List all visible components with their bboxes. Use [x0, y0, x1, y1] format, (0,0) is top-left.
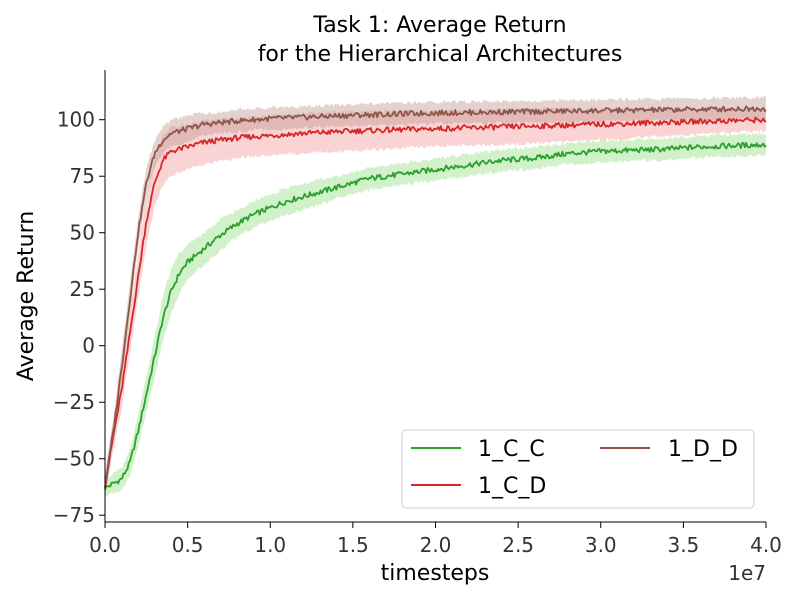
- x-tick-label: 2.5: [502, 533, 534, 557]
- legend-label-1-c-d: 1_C_D: [478, 474, 546, 499]
- x-tick-label: 3.5: [667, 533, 699, 557]
- legend-label-1-c-c: 1_C_C: [478, 437, 545, 462]
- x-axis-ticks: 0.0 0.5 1.0 1.5 2.0 2.5 3.0 3.5 4.0: [89, 522, 782, 557]
- band-1-d-d: [105, 95, 766, 496]
- x-axis-offset-label: 1e7: [728, 561, 766, 585]
- y-axis-label: Average Return: [14, 211, 39, 381]
- series-line-1-d-d: [104, 105, 767, 488]
- confidence-bands: [105, 95, 766, 498]
- y-tick-label: −25: [53, 390, 95, 414]
- x-tick-label: 4.0: [750, 533, 782, 557]
- y-tick-label: −50: [53, 447, 95, 471]
- x-tick-label: 2.0: [420, 533, 452, 557]
- x-tick-label: 0.0: [89, 533, 121, 557]
- y-tick-label: 75: [70, 164, 95, 188]
- chart-title-line-1: Task 1: Average Return: [312, 13, 566, 38]
- y-axis-ticks: −75 −50 −25 0 25 50 75 100: [53, 108, 105, 527]
- legend-label-1-d-d: 1_D_D: [668, 437, 738, 462]
- series-line-1-c-d: [104, 116, 767, 489]
- y-tick-label: 50: [70, 221, 95, 245]
- y-tick-label: 0: [82, 334, 95, 358]
- y-tick-label: 25: [70, 277, 95, 301]
- x-tick-label: 3.0: [585, 533, 617, 557]
- series-line-1-c-c: [104, 141, 767, 491]
- x-tick-label: 0.5: [172, 533, 204, 557]
- chart-title-line-2: for the Hierarchical Architectures: [258, 42, 623, 67]
- legend: 1_C_C 1_C_D 1_D_D: [401, 429, 755, 509]
- x-tick-label: 1.0: [254, 533, 286, 557]
- legend-box: [401, 429, 755, 509]
- x-axis-label: timesteps: [381, 561, 490, 586]
- y-tick-label: −75: [53, 503, 95, 527]
- series-lines: [104, 105, 767, 491]
- x-tick-label: 1.5: [337, 533, 369, 557]
- band-1-c-d: [105, 107, 766, 495]
- y-tick-label: 100: [57, 108, 95, 132]
